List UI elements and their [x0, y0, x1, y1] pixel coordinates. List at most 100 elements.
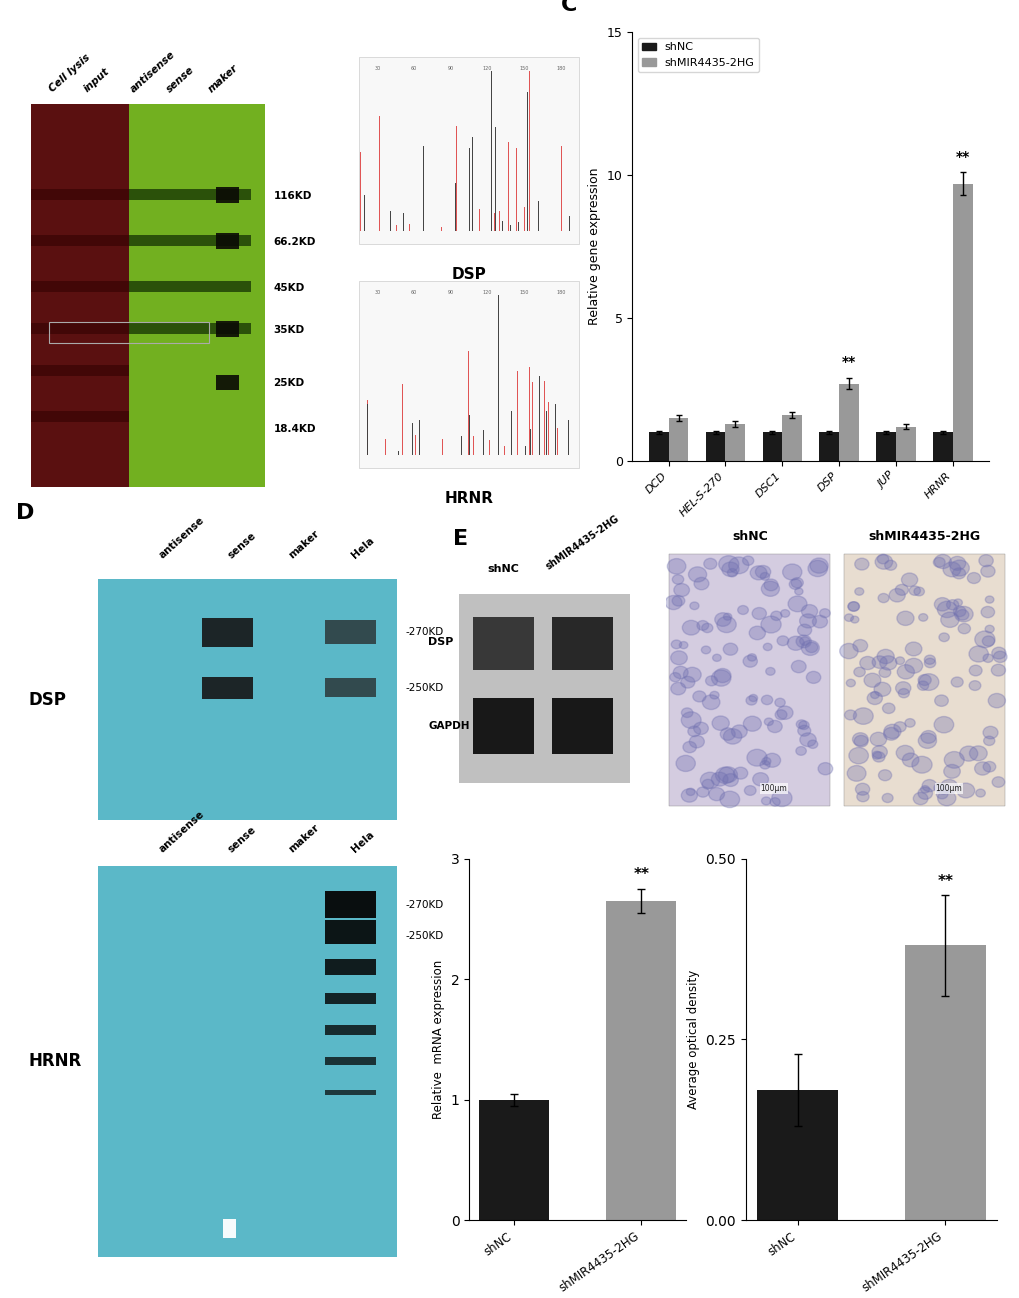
Circle shape — [897, 665, 913, 679]
Text: maker: maker — [206, 62, 239, 95]
Circle shape — [871, 745, 887, 758]
Circle shape — [923, 655, 934, 665]
Bar — [128, 235, 251, 247]
Circle shape — [966, 572, 979, 584]
Bar — [202, 618, 253, 646]
Circle shape — [902, 753, 918, 767]
Bar — [479, 1099, 548, 1220]
Text: **: ** — [955, 149, 969, 164]
Circle shape — [711, 716, 729, 731]
Text: 60: 60 — [411, 66, 417, 71]
Circle shape — [935, 789, 947, 798]
Circle shape — [722, 774, 738, 787]
Circle shape — [721, 562, 739, 576]
Bar — [668, 554, 829, 806]
Bar — [31, 280, 128, 292]
Bar — [325, 959, 376, 975]
Circle shape — [938, 633, 949, 641]
Text: antisense: antisense — [157, 809, 206, 854]
Bar — [551, 617, 612, 670]
Circle shape — [743, 716, 760, 731]
Circle shape — [708, 788, 723, 801]
Circle shape — [664, 596, 682, 610]
Circle shape — [978, 554, 993, 567]
Circle shape — [760, 617, 781, 633]
Circle shape — [918, 674, 937, 691]
Text: Cell lysis: Cell lysis — [47, 52, 92, 95]
Circle shape — [882, 727, 898, 740]
Circle shape — [916, 681, 927, 691]
Circle shape — [702, 694, 719, 710]
Bar — [325, 890, 376, 919]
Text: 120: 120 — [482, 66, 492, 71]
Circle shape — [917, 675, 930, 685]
Circle shape — [920, 731, 935, 744]
Circle shape — [877, 770, 891, 780]
Text: 35KD: 35KD — [273, 324, 305, 335]
Circle shape — [672, 575, 683, 584]
Text: 180: 180 — [555, 66, 566, 71]
Bar — [31, 235, 128, 247]
Bar — [762, 432, 782, 461]
Circle shape — [671, 683, 685, 694]
Circle shape — [984, 626, 994, 633]
Circle shape — [883, 561, 896, 570]
Circle shape — [797, 624, 811, 636]
Circle shape — [780, 610, 789, 618]
Bar — [215, 187, 238, 202]
Circle shape — [896, 745, 913, 761]
Circle shape — [671, 640, 681, 649]
Circle shape — [952, 569, 965, 579]
Text: 90: 90 — [447, 291, 453, 296]
Circle shape — [776, 636, 788, 645]
Circle shape — [866, 692, 881, 705]
Circle shape — [674, 584, 689, 597]
Text: -250KD: -250KD — [406, 931, 444, 941]
Circle shape — [846, 679, 855, 687]
Text: E: E — [452, 528, 468, 549]
Circle shape — [874, 554, 892, 570]
Circle shape — [878, 667, 890, 678]
Text: 18.4KD: 18.4KD — [273, 424, 316, 435]
Circle shape — [752, 772, 767, 785]
Circle shape — [759, 572, 768, 580]
Circle shape — [798, 720, 808, 729]
Circle shape — [911, 757, 931, 774]
Circle shape — [666, 558, 685, 574]
Circle shape — [787, 636, 803, 650]
Circle shape — [722, 613, 731, 620]
Circle shape — [933, 694, 948, 706]
Bar — [31, 323, 128, 335]
Circle shape — [982, 762, 995, 772]
Circle shape — [912, 792, 927, 805]
Circle shape — [719, 792, 739, 807]
Circle shape — [936, 790, 955, 806]
Text: 100μm: 100μm — [934, 784, 961, 793]
Bar — [875, 432, 896, 461]
Circle shape — [852, 640, 867, 652]
Text: sense: sense — [226, 824, 258, 854]
Circle shape — [993, 652, 1006, 662]
Circle shape — [681, 711, 700, 728]
Bar — [128, 188, 251, 200]
Circle shape — [987, 693, 1005, 707]
Text: antisense: antisense — [128, 49, 177, 95]
Circle shape — [848, 602, 859, 611]
Circle shape — [968, 665, 981, 676]
Circle shape — [872, 752, 884, 762]
Circle shape — [889, 588, 904, 602]
Circle shape — [689, 736, 704, 748]
Bar — [325, 1025, 376, 1035]
Circle shape — [975, 789, 984, 797]
Circle shape — [948, 557, 965, 570]
Circle shape — [959, 746, 977, 761]
Circle shape — [883, 724, 900, 739]
Circle shape — [904, 719, 914, 727]
Bar — [782, 415, 802, 461]
Circle shape — [847, 766, 865, 781]
Circle shape — [908, 585, 919, 596]
Circle shape — [782, 565, 801, 580]
Circle shape — [869, 732, 886, 746]
Circle shape — [848, 748, 867, 763]
Circle shape — [904, 658, 922, 674]
